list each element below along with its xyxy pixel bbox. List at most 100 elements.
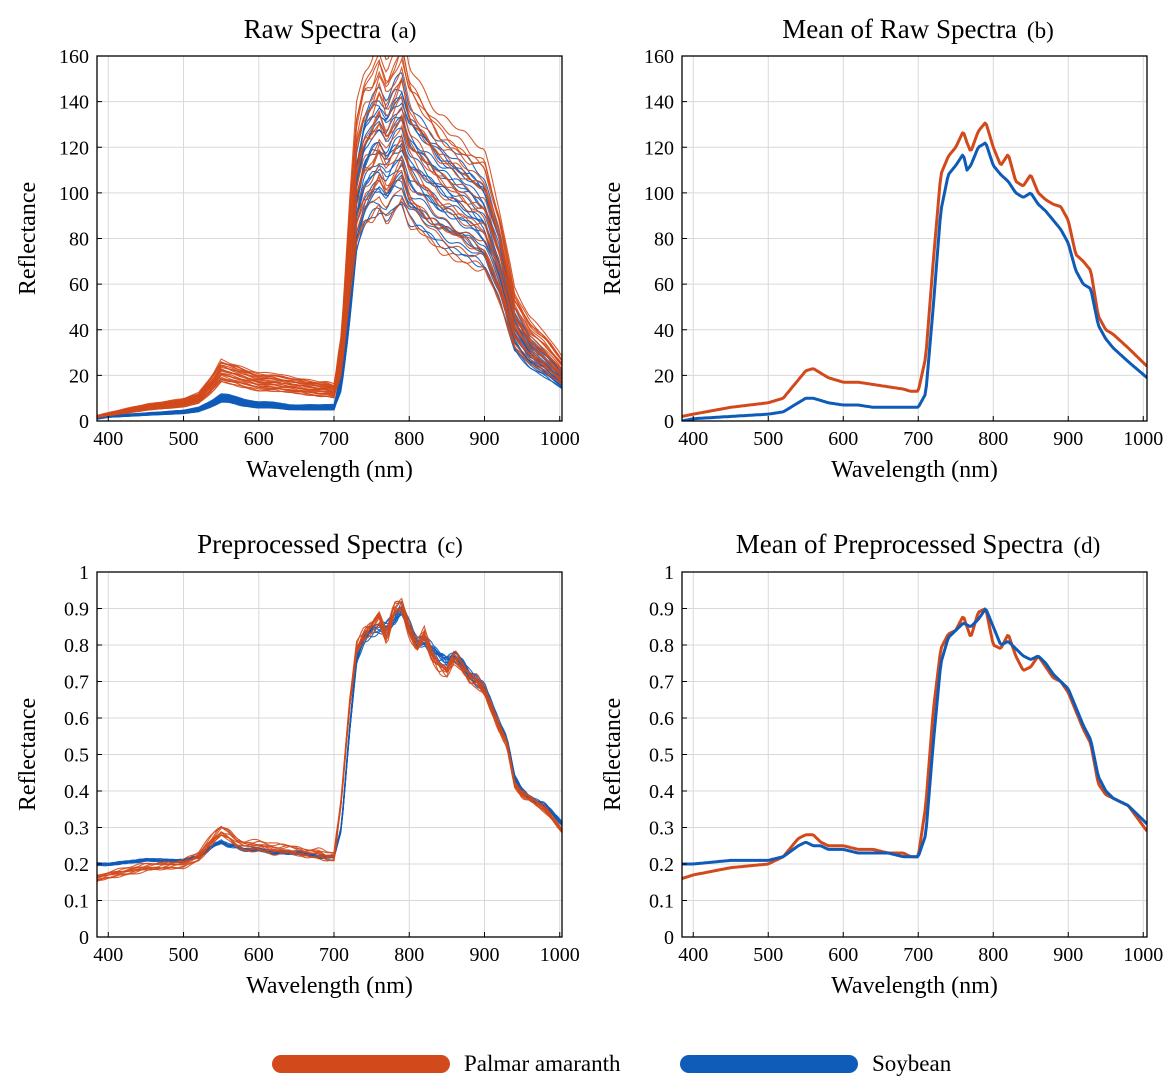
x-tick-label-c-1: 500 (169, 944, 199, 966)
x-tick-label-c-5: 900 (470, 944, 500, 966)
series-line-palmar-amaranth-a-5 (97, 176, 562, 418)
y-tick-label-d-1: 0.1 (649, 891, 674, 913)
y-tick-label-d-4: 0.4 (649, 781, 674, 803)
x-tick-label-b-0: 400 (678, 428, 708, 450)
chart-title-c: Preprocessed Spectra (c) (197, 529, 463, 559)
x-tick-label-b-3: 700 (903, 428, 933, 450)
x-axis-label-c: Wavelength (nm) (246, 973, 413, 999)
y-tick-label-b-5: 100 (644, 183, 674, 205)
legend-swatch-palmar-amaranth (272, 1055, 450, 1073)
chart-data-group-c (97, 597, 562, 882)
y-tick-label-b-2: 40 (654, 320, 674, 342)
series-line-palmar-amaranth-b (682, 121, 1147, 418)
chart-panel-d: Mean of Preprocessed Spectra (d) 400 500 600… (600, 529, 1163, 999)
series-line-palmar-amaranth-c-2 (97, 605, 562, 882)
series-line-soybean-a-6 (97, 163, 562, 420)
series-line-soybean-c-6 (97, 609, 562, 865)
series-line-palmar-amaranth-a-10 (97, 133, 562, 418)
series-line-soybean-b (682, 141, 1147, 421)
series-line-palmar-amaranth-a-22 (97, 56, 562, 417)
x-tick-label-d-4: 800 (978, 944, 1008, 966)
series-line-soybean-c-4 (97, 606, 562, 866)
y-tick-label-b-6: 120 (644, 137, 674, 159)
legend-label-palmar-amaranth: Palmar amaranth (464, 1051, 621, 1076)
y-tick-label-a-6: 120 (59, 137, 89, 159)
y-tick-label-b-8: 160 (644, 46, 674, 68)
y-tick-label-c-1: 0.1 (64, 891, 89, 913)
legend-item-soybean: Soybean (680, 1048, 951, 1080)
x-tick-label-c-3: 700 (319, 944, 349, 966)
chart-title-d: Mean of Preprocessed Spectra (d) (736, 529, 1100, 559)
y-tick-label-b-0: 0 (664, 411, 674, 433)
series-line-palmar-amaranth-a-23 (97, 56, 562, 417)
series-line-palmar-amaranth-c-8 (97, 600, 562, 877)
x-tick-label-d-0: 400 (678, 944, 708, 966)
x-tick-label-b-6: 1000 (1123, 428, 1163, 450)
x-tick-label-a-5: 900 (470, 428, 500, 450)
y-tick-label-a-0: 0 (79, 411, 89, 433)
x-axis-label-d: Wavelength (nm) (831, 973, 998, 999)
legend-label-soybean: Soybean (872, 1051, 952, 1076)
y-tick-label-a-7: 140 (59, 92, 89, 114)
x-tick-label-c-0: 400 (93, 944, 123, 966)
x-tick-label-a-6: 1000 (540, 428, 580, 450)
x-tick-label-d-2: 600 (828, 944, 858, 966)
chart-data-group-d (682, 607, 1147, 881)
legend-swatch-soybean (680, 1055, 858, 1073)
chart-panel-b: Mean of Raw Spectra (b)400 500 600 700 800 900… (600, 14, 1163, 483)
x-tick-label-c-2: 600 (244, 944, 274, 966)
series-line-soybean-c-8 (97, 606, 562, 866)
figure-legend: Palmar amaranth Soybean (0, 1048, 1171, 1080)
series-line-palmar-amaranth-a-15 (97, 95, 562, 417)
chart-title-b: Mean of Raw Spectra (b) (782, 14, 1054, 44)
chart-tag-d: (d) (1073, 533, 1100, 558)
x-tick-label-d-3: 700 (903, 944, 933, 966)
chart-data-group-b (682, 121, 1147, 421)
x-axis-label-a: Wavelength (nm) (246, 457, 413, 483)
x-tick-label-b-1: 500 (753, 428, 783, 450)
y-tick-label-c-2: 0.2 (64, 854, 89, 876)
y-tick-label-c-3: 0.3 (64, 818, 89, 840)
x-tick-label-b-5: 900 (1053, 428, 1083, 450)
series-line-palmar-amaranth-a-13 (97, 113, 562, 417)
y-tick-label-c-8: 0.8 (64, 635, 89, 657)
chart-title-a: Raw Spectra (a) (244, 14, 417, 44)
y-tick-label-a-8: 160 (59, 46, 89, 68)
x-tick-label-c-6: 1000 (540, 944, 580, 966)
y-tick-label-b-4: 80 (654, 229, 674, 251)
x-tick-label-c-4: 800 (394, 944, 424, 966)
series-line-soybean-a-2 (97, 200, 562, 420)
y-tick-label-d-8: 0.8 (649, 635, 674, 657)
y-tick-label-a-1: 20 (69, 365, 89, 387)
series-line-palmar-amaranth-c-4 (97, 600, 562, 880)
y-tick-label-a-5: 100 (59, 183, 89, 205)
y-tick-label-d-10: 1 (664, 562, 674, 584)
y-tick-label-d-2: 0.2 (649, 854, 674, 876)
x-axis-label-b: Wavelength (nm) (831, 457, 998, 483)
series-line-palmar-amaranth-c-9 (97, 600, 562, 876)
x-tick-label-b-4: 800 (978, 428, 1008, 450)
y-tick-label-c-7: 0.7 (64, 672, 89, 694)
legend-item-palmar-amaranth: Palmar amaranth (272, 1048, 620, 1080)
y-tick-label-d-3: 0.3 (649, 818, 674, 840)
series-line-palmar-amaranth-a-21 (97, 56, 562, 417)
series-line-soybean-c-9 (97, 605, 562, 866)
y-tick-label-d-6: 0.6 (649, 708, 674, 730)
y-axis-label-d: Reflectance (600, 698, 626, 811)
series-line-soybean-d (682, 608, 1147, 866)
y-tick-label-b-7: 140 (644, 92, 674, 114)
y-tick-label-b-1: 20 (654, 365, 674, 387)
chart-panel-a: Raw Spectra (a) 400 500 600 700 800 900 1000 0 20 4… (15, 14, 580, 483)
series-line-palmar-amaranth-a-2 (97, 196, 562, 418)
series-line-soybean-c-5 (97, 613, 562, 865)
x-tick-label-a-1: 500 (169, 428, 199, 450)
series-line-palmar-amaranth-d (682, 607, 1147, 881)
series-line-palmar-amaranth-c-7 (97, 600, 562, 879)
y-tick-label-d-5: 0.5 (649, 745, 674, 767)
chart-tag-a: (a) (391, 18, 417, 43)
y-tick-label-a-3: 60 (69, 274, 89, 296)
chart-title-text-c: Preprocessed Spectra (197, 529, 427, 559)
y-tick-label-c-9: 0.9 (64, 599, 89, 621)
series-line-palmar-amaranth-a-1 (97, 187, 562, 418)
y-tick-label-c-0: 0 (79, 927, 89, 949)
